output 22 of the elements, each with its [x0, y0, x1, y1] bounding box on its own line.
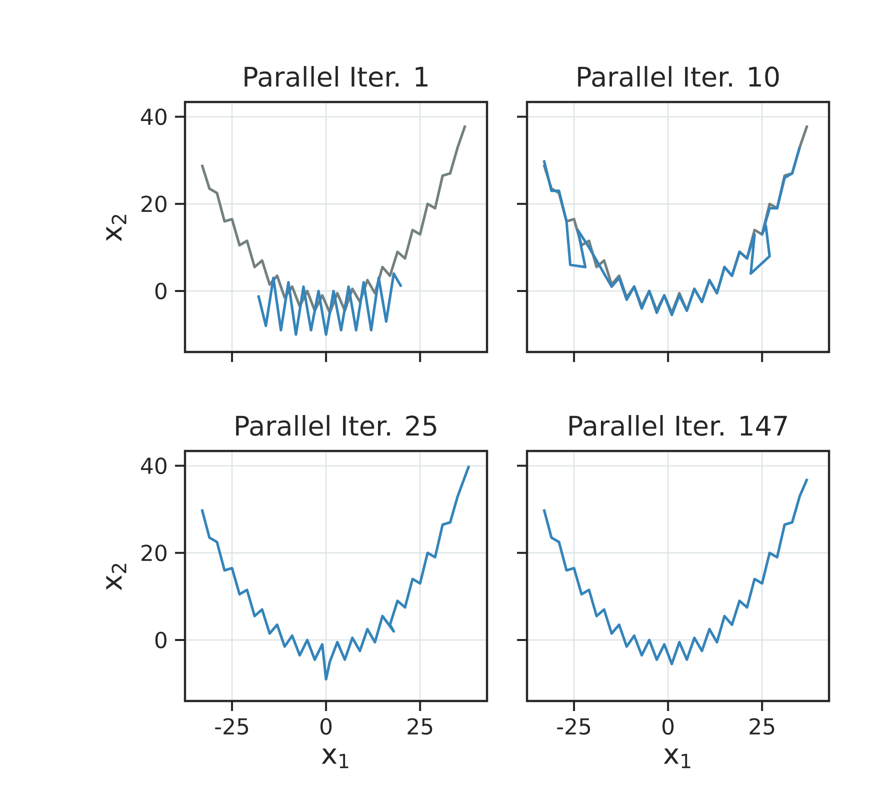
line-series: [257, 272, 403, 336]
chart-title: Parallel Iter. 147: [570, 415, 787, 436]
y-tick-label: 0: [155, 632, 166, 648]
x-tick-label: -25: [557, 718, 590, 735]
y-tick-label: 40: [141, 457, 166, 474]
x-tick-label: 25: [750, 718, 774, 735]
y-tick-label: 20: [142, 544, 166, 562]
y-tick-label: 0: [155, 282, 166, 300]
x-axis-title: x$_{1}$: [322, 748, 348, 768]
x-tick-label: 0: [320, 718, 332, 735]
y-tick-label: 20: [142, 196, 166, 212]
chart-title: Parallel Iter. 10: [578, 66, 779, 87]
y-tick-label: 40: [141, 108, 166, 126]
x-tick-label: -25: [215, 718, 248, 735]
x-tick-label: 25: [408, 718, 432, 735]
y-axis-title: x$_{2}$: [106, 564, 126, 590]
y-axis-title: x$_{2}$: [106, 214, 126, 242]
chart-title: Parallel Iter. 1: [244, 66, 428, 87]
line-series: [200, 464, 470, 681]
x-axis-title: x$_{1}$: [664, 748, 690, 768]
x-tick-label: 0: [662, 718, 674, 735]
chart-title: Parallel Iter. 25: [236, 415, 436, 436]
